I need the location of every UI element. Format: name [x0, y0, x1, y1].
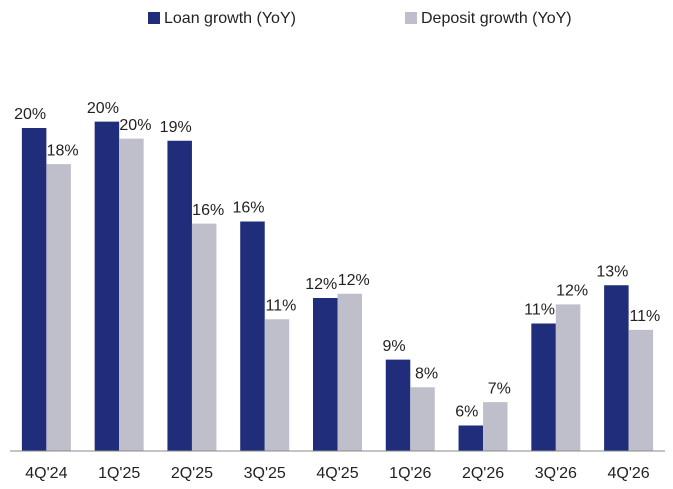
legend-swatch — [405, 12, 417, 24]
bar — [46, 164, 71, 451]
data-label: 8% — [415, 365, 438, 382]
bar — [264, 319, 290, 451]
x-tick-label: 1Q'26 — [389, 465, 431, 482]
data-label: 16% — [192, 202, 224, 219]
bar — [21, 128, 47, 451]
x-tick-label: 4Q'26 — [608, 465, 650, 482]
x-tick-label: 2Q'26 — [462, 465, 504, 482]
x-tick-label: 1Q'25 — [98, 465, 140, 482]
legend-label: Loan growth (YoY) — [164, 10, 296, 27]
data-label: 19% — [160, 119, 192, 136]
bar — [240, 221, 265, 451]
x-tick-label: 4Q'25 — [316, 465, 358, 482]
data-label: 11% — [629, 308, 660, 325]
x-tick-label: 3Q'26 — [535, 465, 577, 482]
data-label: 11% — [524, 302, 555, 319]
data-label: 6% — [455, 404, 478, 421]
data-label: 11% — [266, 297, 297, 314]
bar — [604, 285, 629, 451]
bar — [483, 402, 508, 451]
bar — [313, 298, 338, 451]
data-label: 12% — [305, 276, 337, 293]
bar — [385, 359, 411, 451]
bar — [337, 293, 362, 451]
legend-swatch — [148, 12, 160, 24]
data-label: 12% — [338, 272, 370, 289]
data-label: 16% — [232, 200, 264, 217]
x-tick-label: 3Q'25 — [244, 465, 286, 482]
data-label: 20% — [119, 117, 151, 134]
bar — [167, 140, 192, 451]
bar — [531, 323, 556, 451]
legend-label: Deposit growth (YoY) — [421, 10, 572, 27]
x-tick-label: 2Q'25 — [171, 465, 213, 482]
data-label: 20% — [14, 106, 46, 123]
data-label: 7% — [488, 380, 511, 397]
data-label: 9% — [382, 338, 405, 355]
bar — [555, 304, 581, 451]
data-label: 18% — [47, 142, 79, 159]
bar — [119, 138, 144, 451]
data-label: 13% — [596, 263, 628, 280]
data-label: 20% — [87, 100, 119, 117]
data-label: 12% — [556, 283, 588, 300]
bar — [628, 329, 654, 451]
bar — [94, 121, 120, 451]
bar — [410, 387, 435, 451]
bar — [191, 223, 217, 451]
x-tick-label: 4Q'24 — [25, 465, 67, 482]
bar — [458, 425, 484, 451]
